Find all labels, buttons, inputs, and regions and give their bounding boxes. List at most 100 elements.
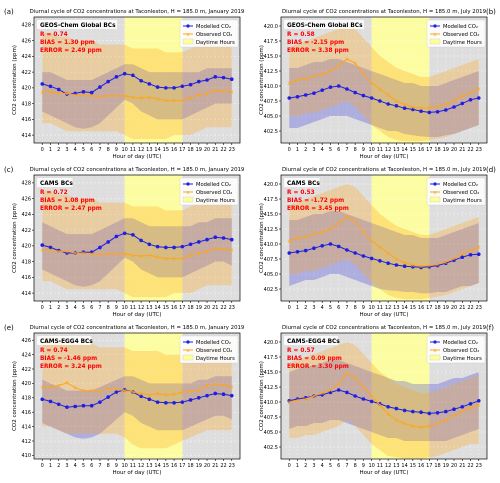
y-tick-label: 420: [21, 86, 31, 92]
legend: Modelled CO₂ x Observed CO₂ Daytime Hours: [426, 177, 486, 206]
bc-label: CAMS BCs: [40, 181, 73, 187]
x-tick-label: 12: [138, 305, 144, 311]
modelled-point: [229, 393, 234, 398]
x-axis-label: Hour of day (UTC): [112, 154, 161, 160]
modelled-point: [476, 399, 481, 403]
axes-frame: [280, 16, 488, 144]
legend: Modelled CO₂ x Observed CO₂ Daytime Hours: [179, 335, 239, 364]
x-axis-label: Hour of day (UTC): [359, 312, 408, 318]
observed-point: x: [436, 420, 440, 427]
observed-point: x: [189, 388, 193, 395]
observed-point: x: [49, 384, 53, 391]
legend-observed-label: Observed CO₂: [196, 32, 232, 38]
modelled-point: [106, 79, 110, 84]
x-tick-label: 14: [154, 305, 160, 311]
observed-point: x: [329, 387, 333, 394]
observed-point: x: [395, 256, 399, 263]
observed-point: x: [353, 375, 357, 382]
y-tick-label: 420: [21, 244, 31, 250]
x-tick-label: 10: [121, 305, 127, 311]
observed-point: x: [411, 262, 415, 269]
x-tick-label: 18: [434, 147, 440, 153]
modelled-point: [164, 401, 168, 405]
x-tick-label: 21: [459, 147, 465, 153]
bc-label-box: [37, 178, 73, 187]
modelled-point: [65, 405, 69, 409]
legend-observed-marker: x: [186, 348, 190, 354]
x-tick-label: 16: [171, 463, 177, 469]
y-tick-label: 402.5: [264, 129, 278, 135]
y-axis-label: CO2 concentration (ppm): [12, 361, 18, 431]
modelled-point: [48, 84, 53, 89]
legend-observed-label: Observed CO₂: [443, 190, 479, 196]
observed-point: x: [304, 396, 308, 403]
x-tick-label: 20: [204, 305, 210, 311]
modelled-point: [345, 390, 349, 395]
daytime-shading: [371, 17, 430, 143]
observed-range-band: [289, 342, 479, 459]
observed-point: x: [197, 92, 201, 99]
observed-point: x: [312, 393, 316, 400]
x-tick-label: 7: [345, 463, 348, 469]
legend-box: [426, 19, 486, 48]
modelled-point: [386, 261, 390, 266]
x-tick-label: 16: [418, 463, 424, 469]
observed-point: x: [370, 238, 374, 245]
observed-point: x: [395, 417, 399, 424]
observed-point: x: [213, 381, 217, 388]
observed-point: x: [139, 253, 143, 260]
modelled-point: [81, 403, 86, 408]
modelled-point: [221, 392, 226, 397]
modelled-point: [139, 394, 143, 399]
x-tick-label: 17: [426, 147, 432, 153]
y-tick-label: 412.5: [264, 385, 278, 391]
x-tick-label: 10: [121, 463, 127, 469]
x-tick-label: 3: [312, 147, 315, 153]
observed-point: x: [49, 89, 53, 96]
x-tick-label: 12: [385, 305, 391, 311]
x-tick-label: 0: [288, 305, 291, 311]
x-tick-label: 16: [418, 147, 424, 153]
y-tick-label: 402.5: [264, 287, 278, 293]
x-tick-label: 2: [57, 147, 60, 153]
x-tick-label: 22: [220, 463, 226, 469]
x-tick-label: 11: [377, 463, 383, 469]
modelled-point: [444, 409, 448, 414]
modelled-point: [147, 242, 152, 247]
x-tick-label: 10: [121, 147, 127, 153]
observed-point: x: [115, 93, 119, 100]
observed-point: x: [419, 424, 423, 431]
x-tick-label: 14: [401, 305, 407, 311]
observed-point: x: [213, 87, 217, 94]
x-tick-label: 14: [401, 147, 407, 153]
x-tick-label: 9: [115, 305, 118, 311]
y-tick-label: 416: [21, 410, 31, 416]
panel-letter: (f): [486, 324, 494, 332]
observed-point: x: [362, 71, 366, 78]
bc-label: GEOS-Chem Global BCs: [287, 23, 363, 29]
y-tick-label: 410.0: [264, 242, 278, 248]
legend-observed-marker: x: [186, 190, 190, 196]
modelled-point: [320, 244, 325, 248]
x-tick-label: 9: [115, 463, 118, 469]
modelled-point: [336, 84, 341, 88]
modelled-point: [394, 263, 399, 267]
x-tick-label: 0: [288, 463, 291, 469]
modelled-point: [197, 79, 201, 84]
x-tick-label: 13: [393, 463, 399, 469]
modelled-point: [476, 252, 481, 256]
y-tick-label: 405.0: [264, 114, 278, 120]
modelled-point: [411, 107, 415, 112]
modelled-point: [476, 96, 481, 100]
observed-point: x: [320, 390, 324, 397]
observed-point: x: [287, 80, 291, 87]
modelled-point: [122, 71, 127, 76]
observed-point: x: [65, 248, 69, 255]
modelled-point: [361, 397, 366, 401]
observed-point: x: [148, 252, 152, 259]
stat-bias: BIAS = 0.09 ppm: [287, 356, 342, 362]
x-tick-label: 12: [138, 147, 144, 153]
